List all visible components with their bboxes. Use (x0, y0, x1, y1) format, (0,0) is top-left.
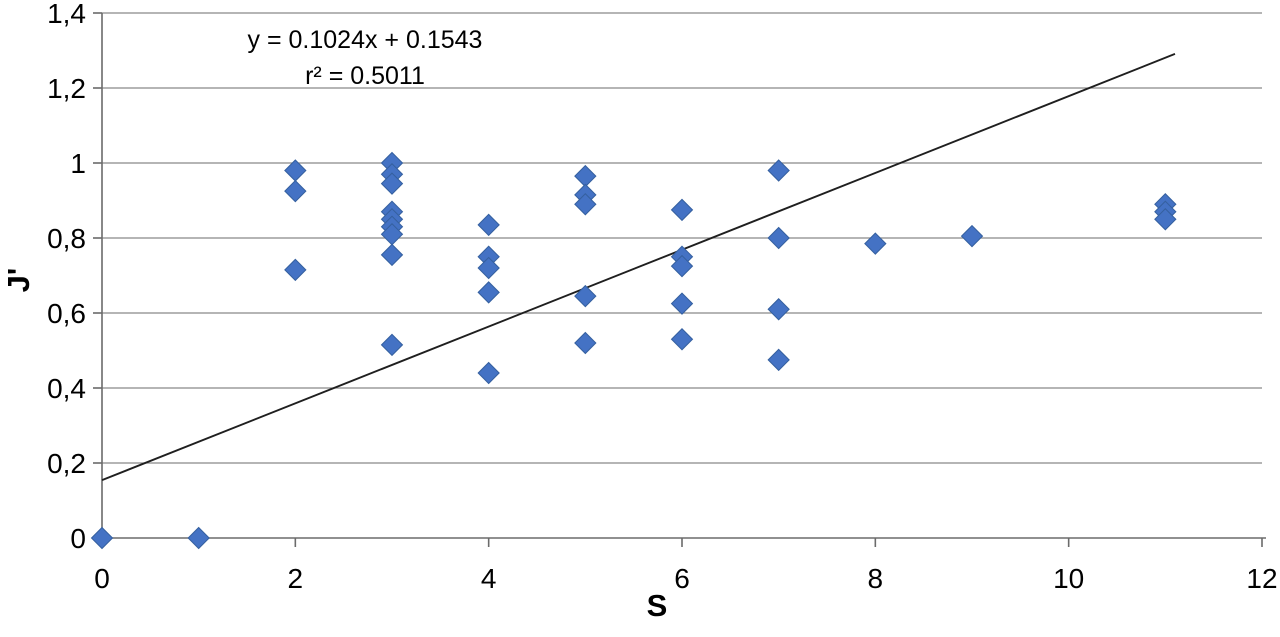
x-tick-label: 10 (1053, 563, 1084, 594)
data-point (960, 224, 984, 248)
x-tick-label: 2 (288, 563, 304, 594)
data-point (574, 284, 597, 308)
data-point (380, 243, 404, 267)
data-point (1154, 208, 1177, 231)
data-point (670, 328, 694, 351)
data-point (767, 348, 790, 372)
data-point (90, 526, 114, 550)
data-point (767, 226, 790, 250)
data-point (477, 361, 500, 385)
y-tick-label: 0,4 (47, 373, 86, 404)
x-tick-label: 0 (94, 563, 110, 594)
data-point (574, 331, 597, 355)
y-axis-title: J' (1, 267, 36, 293)
y-tick-label: 1 (70, 148, 86, 179)
data-point (284, 179, 307, 203)
trendline-equation: y = 0.1024x + 0.1543 r² = 0.5011 (200, 22, 530, 94)
data-point (284, 258, 307, 282)
y-tick-label: 1,4 (47, 0, 86, 29)
y-tick-label: 0,2 (47, 448, 86, 479)
y-tick-label: 0,6 (47, 298, 86, 329)
data-point (574, 164, 597, 188)
data-point (670, 198, 694, 222)
data-point (477, 256, 500, 280)
data-point (187, 526, 210, 550)
x-tick-label: 4 (481, 563, 497, 594)
x-tick-label: 6 (674, 563, 690, 594)
y-tick-label: 0,8 (47, 223, 86, 254)
x-tick-label: 8 (868, 563, 884, 594)
data-point (477, 213, 500, 237)
y-tick-label: 0 (70, 523, 86, 554)
x-axis-title: S (646, 588, 668, 623)
data-point (670, 292, 694, 315)
equation-line: y = 0.1024x + 0.1543 (247, 26, 483, 54)
data-point (670, 254, 694, 278)
data-point (864, 232, 887, 255)
r-squared-line: r² = 0.5011 (305, 62, 425, 90)
data-point (380, 333, 404, 357)
y-tick-label: 1,2 (47, 73, 86, 104)
x-tick-label: 12 (1246, 563, 1277, 594)
data-point (477, 281, 500, 304)
data-point (767, 298, 790, 321)
data-point (767, 159, 790, 182)
data-point (574, 193, 597, 216)
trendline (101, 53, 1176, 482)
data-point (380, 172, 404, 195)
